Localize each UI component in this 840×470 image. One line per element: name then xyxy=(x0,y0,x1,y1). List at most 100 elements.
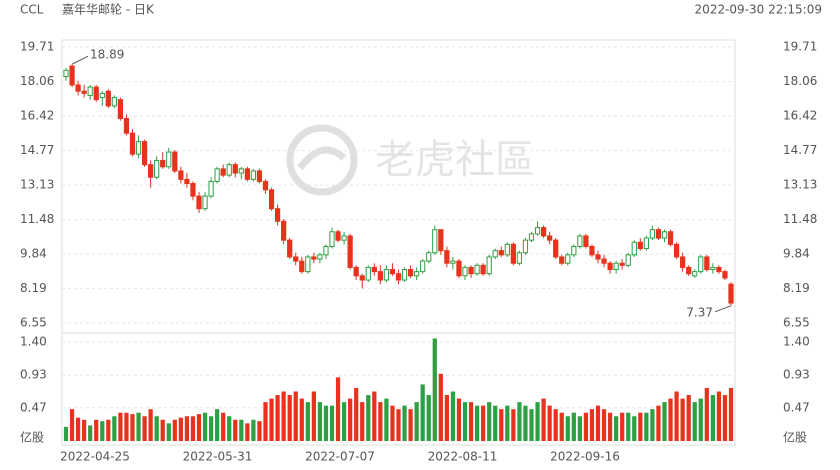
candle-body xyxy=(232,164,238,174)
candle-body xyxy=(474,264,480,275)
candle-body xyxy=(728,283,734,304)
candle-body xyxy=(214,168,220,182)
annotation: 18.89 xyxy=(90,48,124,62)
candle-body xyxy=(311,256,317,260)
volume-bar xyxy=(644,412,649,441)
volume-tick-label: 0.47 xyxy=(20,400,47,414)
candle-body xyxy=(722,271,728,279)
volume-bar xyxy=(468,402,474,441)
y-tick-label-right: 11.48 xyxy=(783,212,817,226)
candle-body xyxy=(420,260,426,273)
candle-body xyxy=(553,239,559,258)
candle-body xyxy=(667,231,674,245)
volume-bar xyxy=(142,416,147,441)
candle-body xyxy=(432,229,438,254)
candle-body xyxy=(244,168,250,180)
volume-bar xyxy=(517,402,522,441)
candle-body xyxy=(154,159,160,178)
volume-bar xyxy=(420,384,425,441)
volume-bar xyxy=(130,414,135,441)
volume-bar xyxy=(638,412,643,441)
candle-body xyxy=(655,229,662,239)
candle-body xyxy=(323,245,329,256)
candle-body xyxy=(123,118,130,134)
volume-bar xyxy=(366,395,371,441)
y-tick-label-right: 8.19 xyxy=(783,281,810,295)
candle-body xyxy=(698,256,704,273)
volume-bar xyxy=(614,416,619,441)
volume-tick-label-right: 0.93 xyxy=(783,368,810,382)
candle-body xyxy=(692,271,698,277)
volume-bar xyxy=(323,405,329,441)
volume-bar xyxy=(426,395,431,441)
volume-bar xyxy=(63,426,69,441)
volume-bar xyxy=(184,416,190,441)
x-tick-label: 2022-04-25 xyxy=(60,450,130,464)
volume-bar xyxy=(529,409,534,441)
candle-body xyxy=(172,151,178,172)
candle-body xyxy=(220,168,226,176)
volume-bar xyxy=(456,398,462,441)
candle-body xyxy=(317,254,323,260)
watermark-logo xyxy=(286,124,358,196)
volume-tick-label-right: 0.47 xyxy=(783,400,810,414)
volume-bar xyxy=(136,412,141,441)
volume-bar xyxy=(632,416,637,441)
candle-body xyxy=(69,65,75,86)
x-tick-label: 2022-05-31 xyxy=(183,450,253,464)
volume-bar xyxy=(589,409,595,441)
volume-bar xyxy=(493,405,498,441)
y-tick-label: 19.71 xyxy=(20,40,54,54)
volume-bar xyxy=(474,405,480,441)
candle-body xyxy=(426,252,432,262)
candle-body xyxy=(75,84,81,92)
y-tick-label-right: 9.84 xyxy=(783,247,810,261)
volume-bar xyxy=(287,395,292,441)
x-tick-label: 2022-09-16 xyxy=(550,450,620,464)
timestamp: 2022-09-30 22:15:09 xyxy=(695,3,822,17)
candle-body xyxy=(81,90,87,94)
volume-bar xyxy=(438,373,443,441)
candle-body xyxy=(686,266,692,275)
candle-body xyxy=(395,273,402,281)
annotation: 7.37 xyxy=(686,305,713,319)
y-tick-label: 14.77 xyxy=(20,143,54,157)
y-tick-label: 9.84 xyxy=(20,247,47,261)
volume-bar xyxy=(227,416,232,441)
candle-body xyxy=(407,269,414,277)
volume-bar xyxy=(341,402,347,441)
volume-bar xyxy=(257,421,262,441)
candle-body xyxy=(353,266,359,277)
volume-bar xyxy=(384,398,389,441)
volume-bar xyxy=(221,412,226,441)
volume-bar xyxy=(335,377,341,441)
volume-bar xyxy=(535,402,540,441)
volume-bar xyxy=(710,395,715,441)
volume-tick-label-right: 1.40 xyxy=(783,335,810,349)
candle-body xyxy=(238,168,244,174)
candle-body xyxy=(438,229,444,252)
candle-body xyxy=(625,254,631,266)
volume-bar xyxy=(378,402,383,441)
candle-body xyxy=(577,235,583,247)
volume-bar xyxy=(553,409,558,441)
candle-body xyxy=(299,260,305,273)
volume-bar xyxy=(293,391,298,441)
y-tick-label-right: 18.06 xyxy=(783,74,817,88)
volume-bar xyxy=(559,412,564,441)
candle-body xyxy=(631,241,637,256)
volume-bar xyxy=(88,425,93,441)
volume-bar xyxy=(299,398,304,441)
volume-bar xyxy=(317,402,323,441)
candle-body xyxy=(680,256,686,268)
candle-body xyxy=(226,164,232,176)
candle-body xyxy=(135,141,142,155)
volume-bar xyxy=(100,421,105,441)
candle-body xyxy=(268,189,275,210)
volume-bar xyxy=(275,395,280,441)
volume-bar xyxy=(481,405,486,441)
candle-body xyxy=(522,239,529,254)
candle-body xyxy=(184,178,190,185)
watermark-text: 老虎社區 xyxy=(375,137,535,183)
volume-bar xyxy=(251,419,256,441)
